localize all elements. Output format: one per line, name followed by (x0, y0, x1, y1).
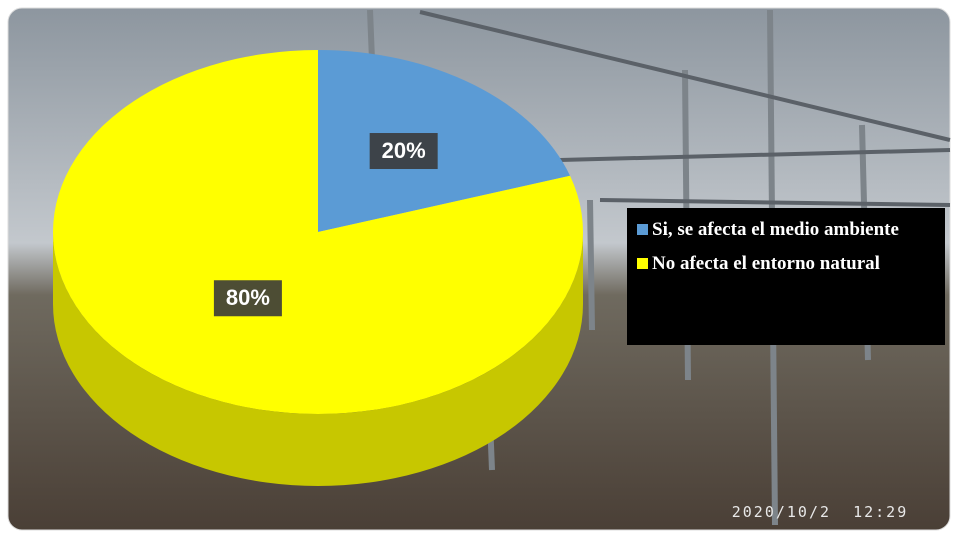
data-label: 20% (382, 138, 426, 163)
legend-entry: Si, se afecta el medio ambiente (637, 218, 945, 241)
legend-swatch (637, 224, 648, 235)
data-label-box (213, 280, 282, 317)
data-label-box (369, 133, 438, 170)
greenhouse-arches (419, 10, 951, 207)
legend: Si, se afecta el medio ambiente No afecta… (627, 208, 945, 345)
slice (318, 50, 571, 232)
legend-label: Si, se afecta el medio ambiente (652, 219, 899, 240)
legend-swatch (637, 258, 648, 269)
data-label: 80% (226, 285, 270, 310)
timestamp: 2020/10/2 12:29 (732, 503, 909, 521)
slice-side (53, 232, 583, 486)
legend-entry: No afecta el entorno natural (637, 252, 945, 275)
slice (52, 50, 583, 415)
legend-label: No afecta el entorno natural (652, 253, 880, 274)
